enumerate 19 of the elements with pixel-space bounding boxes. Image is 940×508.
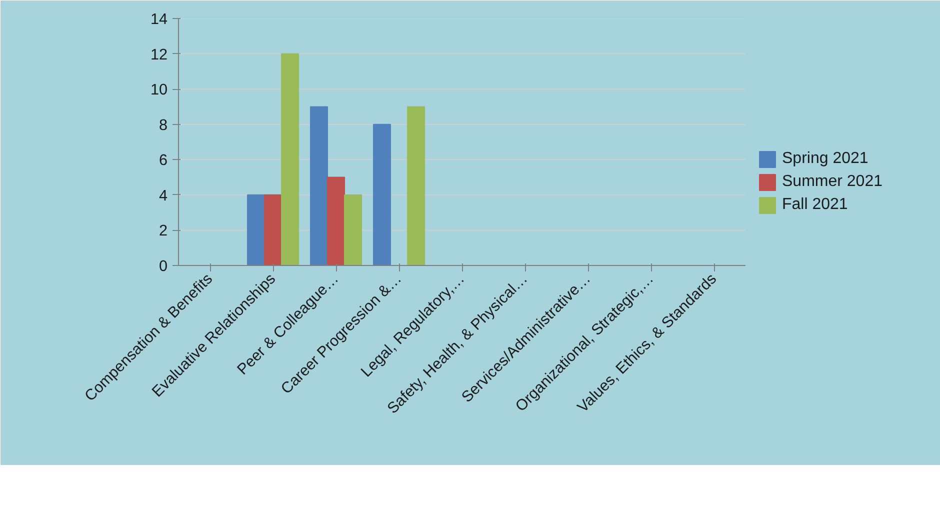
bar <box>246 194 265 266</box>
y-tick-label: 12 <box>150 46 168 64</box>
bar <box>264 194 282 266</box>
legend-label: Summer 2021 <box>782 173 882 191</box>
y-tick-label: 10 <box>150 82 168 99</box>
bar <box>372 124 391 266</box>
bar <box>281 53 300 266</box>
y-tick-label: 2 <box>158 222 168 240</box>
legend-label: Fall 2021 <box>782 196 848 214</box>
legend-label: Spring 2021 <box>782 150 868 168</box>
y-tick-label: 4 <box>158 187 168 204</box>
y-tick-label: 14 <box>150 11 168 28</box>
bar <box>407 106 426 266</box>
y-tick-label: 6 <box>158 152 168 170</box>
bar <box>344 194 362 266</box>
bar <box>310 106 328 266</box>
y-tick-label: 0 <box>158 258 168 275</box>
bar <box>326 176 346 266</box>
y-tick-label: 8 <box>158 116 168 134</box>
